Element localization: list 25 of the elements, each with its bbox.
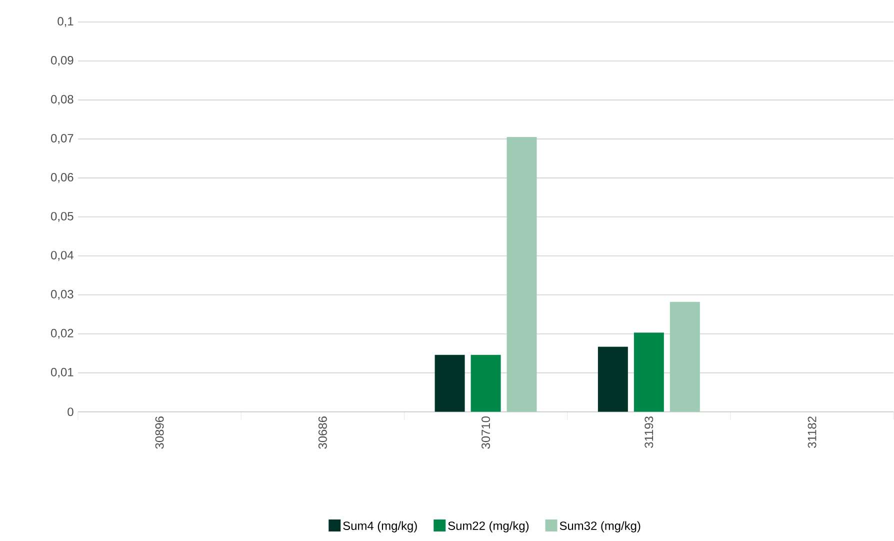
y-tick-label: 0: [68, 408, 74, 416]
bar: [470, 355, 501, 412]
y-tick-label: 0,09: [51, 56, 74, 66]
bar: [598, 346, 628, 412]
y-tick-label: 0,01: [51, 368, 74, 378]
y-tick-label: 0,05: [51, 212, 74, 222]
bar: [634, 332, 664, 412]
y-tick-label: 0,06: [51, 173, 74, 183]
x-tick-label: 30686: [318, 416, 327, 449]
x-tick-label: 31193: [644, 416, 654, 448]
y-tick-label: 0,03: [51, 290, 74, 300]
y-tick-label: 0,02: [51, 329, 74, 339]
y-tick-label: 0,07: [51, 134, 74, 144]
x-tick-label: 30896: [155, 416, 164, 449]
legend-label: Sum22 (mg/kg): [448, 521, 529, 533]
y-tick-label: 0,1: [58, 17, 74, 28]
x-tick-label: 31182: [808, 416, 816, 448]
x-tick-label: 30710: [482, 416, 490, 449]
legend-label: Sum32 (mg/kg): [560, 521, 640, 533]
y-tick-label: 0,08: [51, 95, 74, 106]
bar: [434, 355, 465, 412]
bar: [670, 302, 700, 412]
bar: [506, 137, 537, 412]
legend-label: Sum4 (mg/kg): [343, 521, 417, 533]
y-tick-label: 0,04: [51, 251, 74, 261]
